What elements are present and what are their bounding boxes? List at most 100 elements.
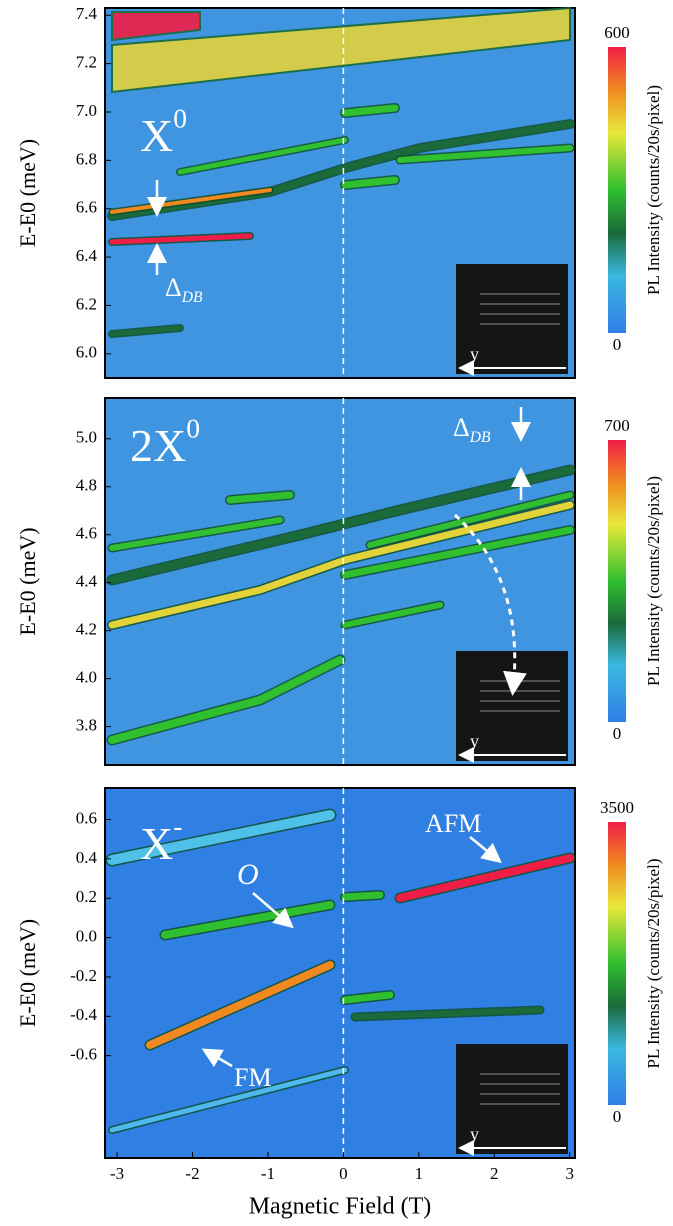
y-tick-label: 0.2 [76, 887, 97, 906]
emission-band [161, 901, 334, 939]
x-tick-label: -3 [110, 1164, 124, 1183]
inset-image [456, 264, 568, 374]
x-tick-label: 0 [339, 1164, 348, 1183]
annotation: X- [140, 811, 182, 869]
inset-image [456, 651, 568, 761]
emission-band [367, 492, 573, 548]
colorbar-label: PL Intensity (counts/20s/pixel) [644, 859, 663, 1069]
annotation-text: Δ [453, 413, 470, 442]
annotation: FM [234, 1063, 272, 1092]
colorbar-tick-label: 700 [604, 416, 630, 435]
y-tick-label: 4.0 [76, 668, 97, 687]
annotation-text: X [140, 110, 173, 161]
inset-label: y [470, 1124, 479, 1144]
emission-band [341, 176, 399, 189]
colorbar [608, 440, 626, 722]
emission-band [146, 961, 334, 1049]
annotation-text: O [237, 858, 259, 891]
annotation-text: AFM [425, 809, 481, 838]
emission-band [109, 325, 183, 337]
x-axis-label: Magnetic Field (T) [249, 1194, 432, 1220]
y-tick-label: 7.4 [76, 4, 98, 23]
x-tick-label: 2 [490, 1164, 499, 1183]
y-tick-label: 6.6 [76, 198, 97, 217]
emission-band [109, 233, 253, 245]
y-tick-label: 4.6 [76, 524, 97, 543]
y-tick-label: 0.6 [76, 808, 97, 827]
emission-band [342, 602, 443, 628]
y-tick-label: 6.4 [76, 246, 98, 265]
annotation-text: Δ [165, 273, 182, 302]
emission-band [107, 810, 335, 865]
arrow [252, 892, 294, 929]
annotation-arrows [147, 180, 531, 1068]
inset-label: y [470, 731, 479, 751]
annotation: 2X0 [130, 413, 200, 471]
annotation-sub: DB [469, 428, 491, 445]
inset-label: y [470, 344, 479, 364]
y-tick-label: 0.0 [76, 926, 97, 945]
y-tick-label: 4.8 [76, 476, 97, 495]
x-tick-label: 3 [565, 1164, 574, 1183]
annotation-sub: DB [181, 288, 203, 305]
annotation-sup: 0 [173, 103, 187, 134]
emission-band [108, 466, 574, 584]
emission-band [111, 11, 201, 42]
y-tick-label: 6.2 [76, 294, 97, 313]
colorbar-label: PL Intensity (counts/20s/pixel) [644, 85, 663, 295]
annotation-sup: 0 [186, 413, 200, 444]
colorbar [608, 822, 626, 1105]
colorbar-tick-label: 3500 [600, 798, 634, 817]
y-tick-label: 4.2 [76, 620, 97, 639]
emission-band [108, 656, 344, 744]
arrow [201, 1048, 233, 1068]
emission-band [352, 1007, 543, 1020]
y-tick-label: -0.2 [70, 966, 97, 985]
y-tick-label: 6.0 [76, 343, 97, 362]
annotation: ΔDB [453, 413, 491, 445]
annotation-text: 2X [130, 420, 186, 471]
annotation-text: FM [234, 1063, 272, 1092]
annotation: O [237, 858, 259, 891]
emission-band [341, 526, 574, 579]
y-tick-label: 4.4 [76, 572, 98, 591]
emission-band [396, 854, 574, 902]
emission-band [226, 491, 294, 504]
emission-band [341, 891, 384, 901]
x-tick-label: 1 [415, 1164, 424, 1183]
y-tick-label: 6.8 [76, 149, 97, 168]
colorbar-tick-label: 600 [604, 23, 630, 42]
emission-band [111, 6, 571, 94]
y-axis-label: E-E0 (meV) [15, 527, 40, 635]
annotation: X0 [140, 103, 187, 161]
y-axis-label: E-E0 (meV) [15, 919, 40, 1027]
annotation: AFM [425, 809, 481, 838]
colorbar-tick-label: 0 [613, 724, 622, 743]
emission-bands [104, 6, 576, 1159]
emission-band [177, 137, 348, 175]
y-tick-label: -0.4 [70, 1005, 97, 1024]
colorbar [608, 47, 626, 333]
arrow [453, 513, 527, 696]
emission-band [109, 517, 283, 551]
y-tick-label: -0.6 [70, 1045, 97, 1064]
y-tick-label: 5.0 [76, 428, 97, 447]
colorbar-tick-label: 0 [613, 335, 622, 354]
emission-band [108, 501, 574, 629]
y-tick-label: 7.2 [76, 53, 97, 72]
colorbar-label: PL Intensity (counts/20s/pixel) [644, 476, 663, 686]
emission-band [110, 188, 272, 214]
y-tick-label: 0.4 [76, 848, 98, 867]
x-tick-label: -2 [185, 1164, 199, 1183]
annotation: ΔDB [165, 273, 203, 305]
y-tick-label: 3.8 [76, 716, 97, 735]
emission-band [109, 1067, 348, 1133]
annotation-text: X [140, 818, 173, 869]
y-axis-label: E-E0 (meV) [15, 139, 40, 247]
arrow [469, 836, 502, 864]
inset-image [456, 1044, 568, 1154]
emission-band [397, 145, 573, 163]
emission-band [341, 991, 394, 1004]
colorbar-tick-label: 0 [613, 1107, 622, 1126]
x-tick-label: -1 [261, 1164, 275, 1183]
